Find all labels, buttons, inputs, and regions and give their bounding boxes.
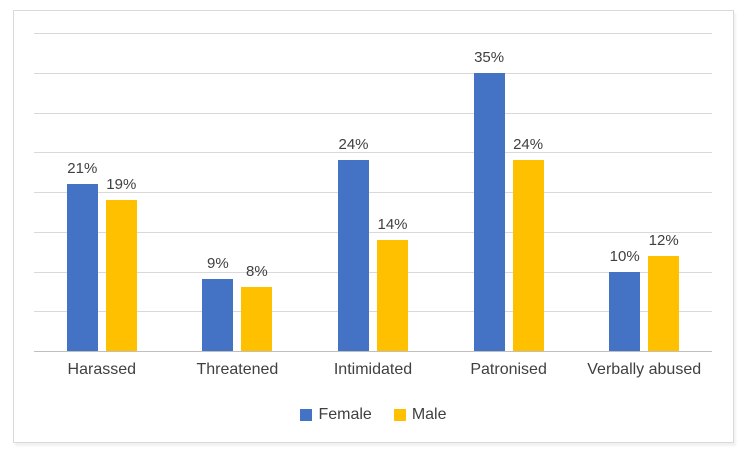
bar-female-verbally-abused [609, 271, 641, 351]
gridline [34, 311, 712, 313]
x-tick-label-patronised: Patronised [470, 361, 547, 378]
legend-label-male: Male [411, 406, 447, 423]
x-axis-line [34, 351, 712, 352]
x-tick-label-harassed: Harassed [67, 361, 137, 378]
data-label-male-threatened: 8% [246, 263, 268, 281]
gridline [34, 72, 712, 74]
gridline [34, 192, 712, 193]
data-label-male-verbally-abused: 12% [648, 231, 679, 249]
legend-swatch-female [300, 409, 313, 421]
gridline [34, 33, 712, 34]
x-tick-label-verbally-abused: Verbally abused [587, 361, 702, 378]
legend-item-male: Male [393, 406, 447, 424]
x-tick-label-threatened: Threatened [196, 361, 279, 378]
data-label-male-intimidated: 14% [377, 215, 408, 233]
bar-female-harassed [66, 184, 98, 351]
gridline [34, 152, 712, 154]
data-label-male-harassed: 19% [106, 175, 137, 193]
bar-female-intimidated [338, 160, 369, 351]
x-tick-label-intimidated: Intimidated [333, 361, 413, 378]
bar-female-patronised [473, 72, 505, 351]
data-label-female-intimidated: 24% [338, 136, 369, 154]
bar-male-intimidated [377, 239, 408, 351]
bar-male-threatened [241, 287, 273, 351]
bar-female-threatened [202, 279, 234, 351]
legend: Female Male [14, 403, 733, 427]
data-label-female-patronised: 35% [474, 48, 505, 66]
data-label-male-patronised: 24% [513, 136, 544, 154]
legend-item-female: Female [300, 406, 372, 424]
legend-swatch-male [393, 409, 406, 421]
bar-male-harassed [105, 199, 137, 351]
bar-male-verbally-abused [648, 255, 680, 351]
chart-frame: 21% 19% 9% 8% 24% 14% 35% 24% 10% 12% Harassed Thr… [13, 10, 734, 443]
gridline [34, 271, 712, 273]
data-label-female-threatened: 9% [207, 255, 229, 273]
data-label-female-verbally-abused: 10% [609, 247, 640, 265]
gridline [34, 231, 712, 233]
bar-male-patronised [512, 160, 544, 351]
gridline [34, 112, 712, 114]
data-label-female-harassed: 21% [67, 160, 98, 178]
legend-label-female: Female [318, 406, 372, 423]
